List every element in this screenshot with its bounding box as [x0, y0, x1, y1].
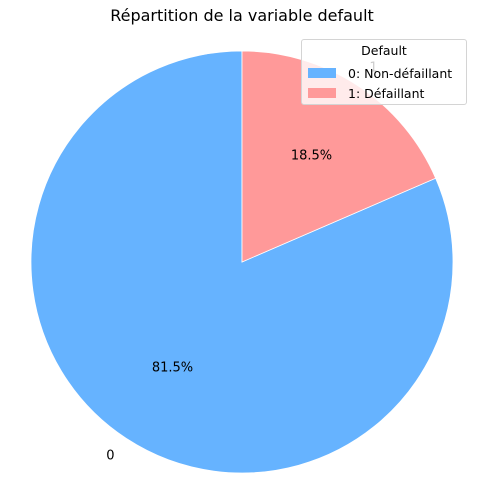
legend-title: Default: [361, 43, 407, 58]
legend-item-0: 0: Non-défaillant: [308, 65, 452, 81]
legend-swatch-0: [308, 68, 336, 78]
pct-label-0: 81.5%: [152, 360, 193, 375]
pct-label-1: 18.5%: [291, 149, 332, 164]
legend-label-0: 0: Non-défaillant: [348, 65, 453, 81]
legend-label-1: 1: Défaillant: [348, 85, 425, 101]
legend: Default 0: Non-défaillant 1: Défaillant: [301, 39, 467, 105]
slice-label-0: 0: [106, 448, 114, 463]
chart-title: Répartition de la variable default: [110, 6, 374, 25]
legend-item-1: 1: Défaillant: [308, 85, 424, 101]
legend-swatch-1: [308, 88, 336, 98]
